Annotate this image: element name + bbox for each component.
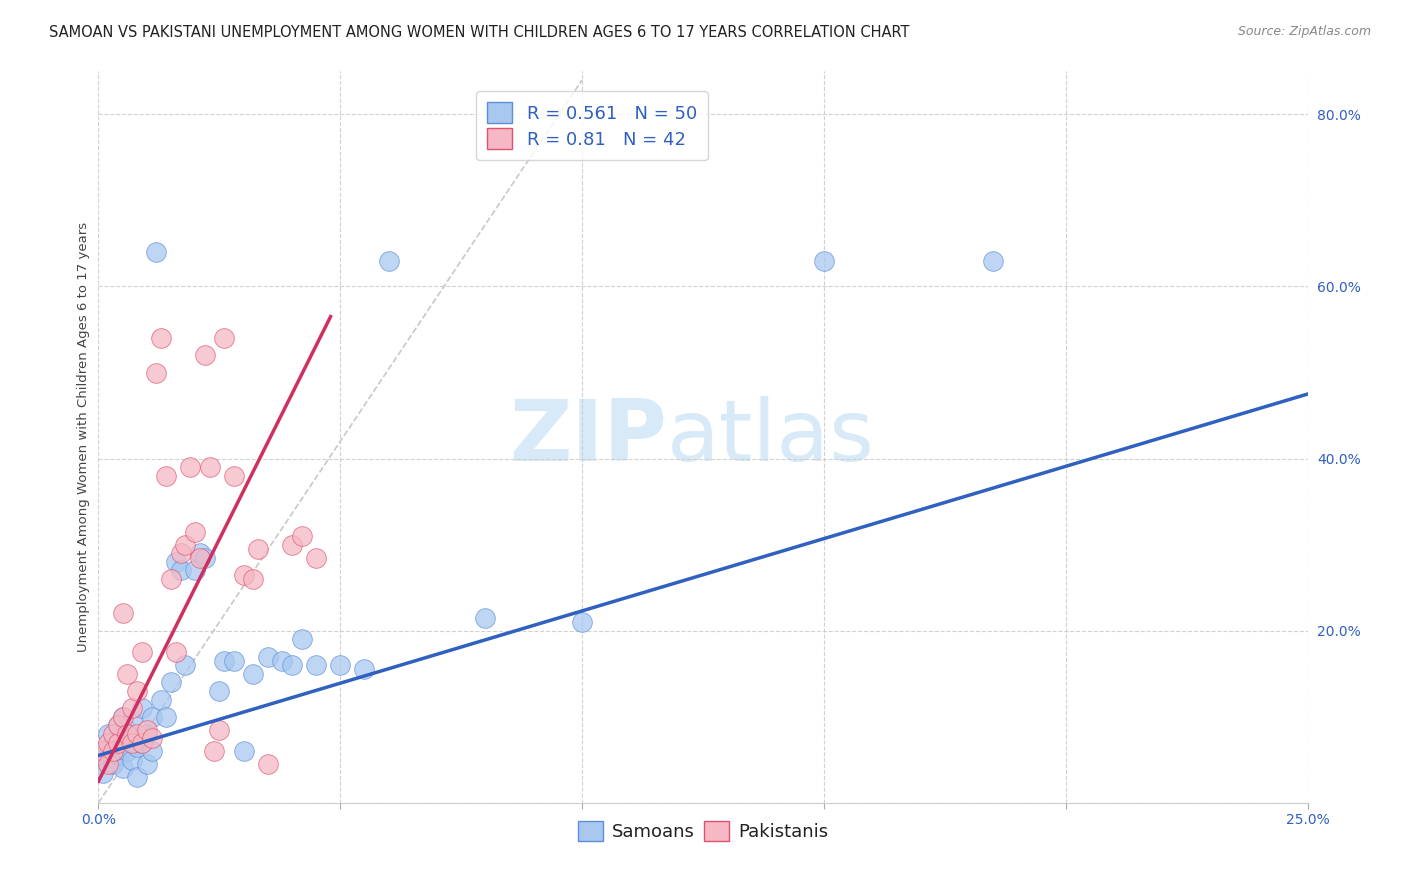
Point: [121, 735, 143, 749]
Point: [111, 710, 134, 724]
Point: [111, 761, 134, 775]
Point: [131, 735, 153, 749]
Point: [212, 331, 235, 345]
Point: [135, 723, 157, 737]
Point: [165, 555, 187, 569]
Y-axis label: Unemployment Among Women with Children Ages 6 to 17 years: Unemployment Among Women with Children A…: [77, 222, 90, 652]
Point: [141, 731, 163, 746]
Point: [117, 727, 139, 741]
Point: [353, 662, 375, 676]
Point: [179, 460, 201, 475]
Point: [91, 753, 114, 767]
Point: [121, 753, 143, 767]
Point: [97, 727, 120, 741]
Point: [281, 538, 304, 552]
Point: [131, 735, 153, 749]
Point: [169, 546, 191, 560]
Point: [232, 567, 254, 582]
Point: [127, 684, 149, 698]
Text: SAMOAN VS PAKISTANI UNEMPLOYMENT AMONG WOMEN WITH CHILDREN AGES 6 TO 17 YEARS CO: SAMOAN VS PAKISTANI UNEMPLOYMENT AMONG W…: [49, 25, 910, 40]
Point: [101, 757, 124, 772]
Point: [121, 714, 143, 728]
Point: [141, 710, 163, 724]
Point: [198, 460, 221, 475]
Point: [101, 727, 124, 741]
Point: [174, 538, 197, 552]
Point: [91, 744, 114, 758]
Point: [111, 710, 134, 724]
Point: [194, 550, 217, 565]
Point: [131, 701, 153, 715]
Point: [97, 744, 120, 758]
Point: [271, 654, 294, 668]
Point: [290, 632, 312, 647]
Point: [281, 658, 304, 673]
Point: [571, 615, 593, 629]
Point: [127, 727, 149, 741]
Point: [184, 564, 207, 578]
Point: [813, 253, 835, 268]
Point: [135, 757, 157, 772]
Point: [145, 245, 167, 260]
Point: [150, 692, 173, 706]
Point: [305, 550, 328, 565]
Point: [194, 348, 217, 362]
Point: [141, 744, 163, 758]
Point: [212, 654, 235, 668]
Point: [107, 748, 129, 763]
Point: [242, 572, 264, 586]
Point: [377, 253, 399, 268]
Text: ZIP: ZIP: [509, 395, 666, 479]
Point: [160, 572, 183, 586]
Point: [127, 739, 149, 754]
Point: [117, 744, 139, 758]
Point: [174, 658, 197, 673]
Point: [290, 529, 312, 543]
Point: [145, 366, 167, 380]
Point: [107, 718, 129, 732]
Text: atlas: atlas: [666, 395, 875, 479]
Point: [111, 607, 134, 621]
Point: [150, 331, 173, 345]
Point: [256, 757, 278, 772]
Point: [169, 564, 191, 578]
Legend: Samoans, Pakistanis: Samoans, Pakistanis: [571, 814, 835, 848]
Point: [232, 744, 254, 758]
Point: [981, 253, 1004, 268]
Point: [165, 645, 187, 659]
Point: [107, 735, 129, 749]
Point: [208, 723, 231, 737]
Point: [135, 727, 157, 741]
Point: [127, 770, 149, 784]
Point: [188, 546, 211, 560]
Point: [474, 611, 496, 625]
Point: [107, 718, 129, 732]
Point: [155, 468, 177, 483]
Point: [111, 731, 134, 746]
Point: [97, 757, 120, 772]
Point: [305, 658, 328, 673]
Point: [184, 524, 207, 539]
Text: Source: ZipAtlas.com: Source: ZipAtlas.com: [1237, 25, 1371, 38]
Point: [222, 654, 245, 668]
Point: [188, 550, 211, 565]
Point: [101, 735, 124, 749]
Point: [222, 468, 245, 483]
Point: [155, 710, 177, 724]
Point: [121, 701, 143, 715]
Point: [204, 744, 226, 758]
Point: [242, 666, 264, 681]
Point: [329, 658, 352, 673]
Point: [97, 735, 120, 749]
Point: [208, 684, 231, 698]
Point: [91, 765, 114, 780]
Point: [131, 645, 153, 659]
Point: [117, 666, 139, 681]
Point: [160, 675, 183, 690]
Point: [101, 744, 124, 758]
Point: [247, 541, 270, 556]
Point: [117, 723, 139, 737]
Point: [256, 649, 278, 664]
